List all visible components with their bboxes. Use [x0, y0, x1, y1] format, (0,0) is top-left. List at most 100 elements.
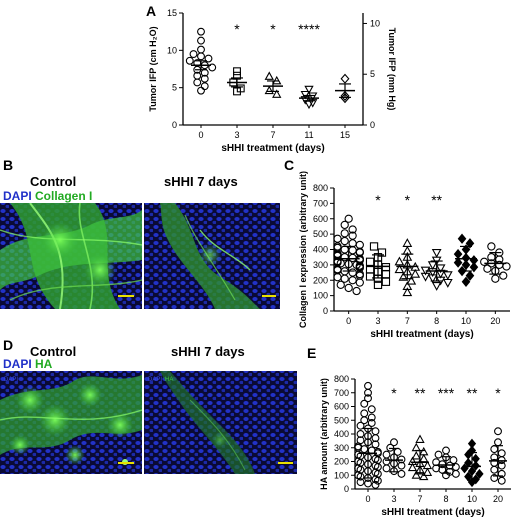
data-point — [369, 242, 379, 251]
x-tick-label: 20 — [490, 316, 500, 326]
chart-e: 0 100 200 300 400 500 600 700 800 0 3 7 8 10 20 sHHI tr… — [319, 374, 511, 518]
data-point — [371, 480, 380, 489]
data-point — [264, 71, 274, 80]
significance-label: * — [270, 21, 276, 37]
data-point — [272, 89, 282, 98]
y-tick-label: 500 — [334, 415, 349, 425]
data-point — [411, 442, 421, 452]
data-point — [469, 262, 479, 273]
treated-label-b: sHHI 7 days — [164, 174, 238, 189]
data-point — [373, 280, 383, 290]
data-point — [367, 413, 376, 422]
x-tick-label: 7 — [417, 494, 422, 504]
micrograph-d-control: DAPI — [0, 371, 142, 474]
data-point — [344, 283, 353, 293]
y-tick-label: 400 — [313, 245, 328, 255]
x-tick-label: 0 — [346, 316, 351, 326]
data-point — [355, 278, 364, 287]
stain-ha-d: HA — [35, 357, 53, 371]
data-point — [406, 275, 417, 285]
panel-letter-c: C — [284, 157, 294, 173]
data-point — [461, 276, 471, 287]
data-point — [356, 472, 365, 481]
y-axis-right-title: Tumor IFP (mm Hg) — [387, 28, 397, 111]
data-point — [394, 264, 405, 274]
data-point — [356, 478, 365, 487]
x-tick-label: 11 — [304, 130, 313, 140]
x-tick-label: 0 — [198, 130, 203, 140]
data-point — [411, 450, 421, 460]
data-point — [340, 229, 349, 238]
y-tick-label: 700 — [334, 388, 349, 398]
data-point — [435, 269, 446, 279]
data-point — [411, 470, 421, 479]
data-point — [475, 468, 484, 479]
significance-label: **** — [298, 21, 320, 37]
x-tick-label: 3 — [375, 316, 380, 326]
x-tick-label: 0 — [365, 494, 370, 504]
data-point — [355, 240, 364, 250]
data-point — [490, 445, 499, 454]
data-point — [431, 282, 442, 291]
data-point — [434, 450, 443, 459]
data-point — [497, 476, 506, 485]
treated-label-d: sHHI 7 days — [171, 344, 245, 359]
data-point — [371, 427, 380, 436]
inset-label-dapi-control: DAPI — [4, 377, 18, 383]
data-point — [340, 220, 349, 230]
data-point — [422, 467, 433, 476]
data-point — [340, 274, 349, 283]
data-point — [364, 479, 372, 488]
data-point — [233, 87, 241, 96]
data-point — [382, 464, 391, 473]
data-point — [381, 269, 391, 279]
y-tick-label: 800 — [313, 183, 328, 193]
panel-a: A 0 5 10 15 0 3 7 11 15 sHHI treatment (days) Tumo… — [146, 3, 397, 154]
x-tick-label: 10 — [461, 316, 471, 326]
panel-b: B Control sHHI 7 days DAPI Collagen I — [0, 157, 280, 309]
y-tick-label: 10 — [167, 45, 177, 55]
data-point — [491, 274, 500, 283]
x-tick-label: 3 — [391, 494, 396, 504]
significance-label: * — [495, 385, 501, 401]
data-point — [427, 261, 438, 271]
data-point — [371, 440, 380, 449]
y-tick-label: 100 — [313, 291, 328, 301]
significance-label: * — [391, 385, 397, 401]
data-point — [457, 233, 467, 244]
x-tick-label: 15 — [340, 130, 350, 140]
data-point — [340, 90, 350, 101]
data-point — [333, 273, 342, 282]
stain-collagen-b: Collagen I — [35, 189, 92, 203]
data-point — [360, 399, 369, 408]
data-point — [364, 394, 372, 403]
y-tick-label: 600 — [313, 214, 328, 224]
panel-letter-d: D — [3, 337, 13, 353]
data-point — [381, 263, 391, 272]
y-tick-label: 15 — [167, 8, 177, 18]
significance-label: * — [375, 192, 381, 208]
data-point — [494, 427, 502, 436]
stain-dapi-d: DAPI — [3, 357, 32, 371]
data-point — [499, 271, 508, 280]
data-point — [402, 238, 413, 247]
data-point — [373, 476, 382, 485]
x-tick-label: 7 — [270, 130, 275, 140]
control-label-d: Control — [30, 344, 76, 359]
y-tick-label: 100 — [334, 470, 349, 480]
y-tick-label: 700 — [313, 198, 328, 208]
data-point — [365, 272, 375, 281]
data-point — [442, 271, 453, 281]
data-point — [397, 461, 406, 470]
x-tick-label: 8 — [443, 494, 448, 504]
data-point — [348, 268, 357, 277]
x-tick-label: 8 — [434, 316, 439, 326]
data-point — [427, 274, 438, 284]
x-tick-label: 3 — [234, 130, 239, 140]
data-point — [420, 272, 431, 282]
data-point — [490, 474, 499, 482]
micrograph-d-treated: DAPI HA — [144, 371, 297, 474]
y-tick-label: 600 — [334, 402, 349, 412]
data-point — [356, 421, 365, 430]
